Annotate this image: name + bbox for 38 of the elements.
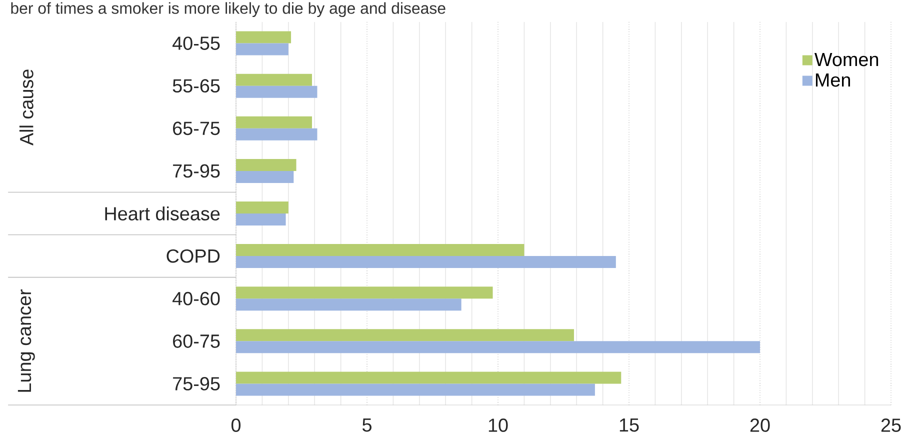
bar bbox=[236, 329, 574, 342]
y-tick-label: 65-75 bbox=[173, 122, 220, 136]
bar bbox=[236, 372, 622, 384]
y-tick-label: COPD bbox=[166, 249, 220, 263]
y-tick-label: 75-95 bbox=[173, 377, 220, 390]
legend-label: Women bbox=[814, 53, 878, 66]
bar bbox=[236, 43, 288, 56]
bar bbox=[236, 298, 462, 311]
legend-label: Men bbox=[816, 74, 850, 87]
y-tick-label: 40-60 bbox=[172, 292, 220, 306]
bar bbox=[236, 244, 524, 256]
bar bbox=[236, 86, 318, 98]
x-tick-label: 20 bbox=[750, 418, 770, 432]
x-tick-label: 0 bbox=[231, 418, 241, 432]
text: All cause bbox=[19, 70, 34, 146]
bar bbox=[236, 384, 595, 396]
y-tick-label: 75-95 bbox=[173, 164, 220, 178]
text: Lung cancer bbox=[18, 289, 35, 392]
bar bbox=[236, 116, 312, 128]
bar bbox=[236, 213, 286, 226]
bar bbox=[236, 341, 760, 354]
bar bbox=[236, 170, 294, 183]
y-tick-label: 55-65 bbox=[172, 79, 220, 93]
bar bbox=[236, 201, 288, 214]
y-tick-label: 40-55 bbox=[172, 36, 220, 50]
x-tick-label: 15 bbox=[620, 418, 639, 432]
bar bbox=[236, 31, 292, 44]
bar bbox=[236, 158, 296, 171]
chart-title: ber of times a smoker is more likely to die by age and disease bbox=[11, 2, 446, 18]
x-tick-label: 5 bbox=[362, 418, 372, 432]
bar bbox=[236, 286, 493, 299]
x-tick-label: 10 bbox=[488, 418, 508, 432]
bar bbox=[236, 256, 616, 268]
y-tick-label: 60-75 bbox=[173, 334, 220, 348]
bar bbox=[236, 74, 312, 86]
bar bbox=[236, 128, 318, 140]
y-tick-label: Heart disease bbox=[105, 206, 220, 220]
x-tick-label: 25 bbox=[881, 418, 901, 432]
